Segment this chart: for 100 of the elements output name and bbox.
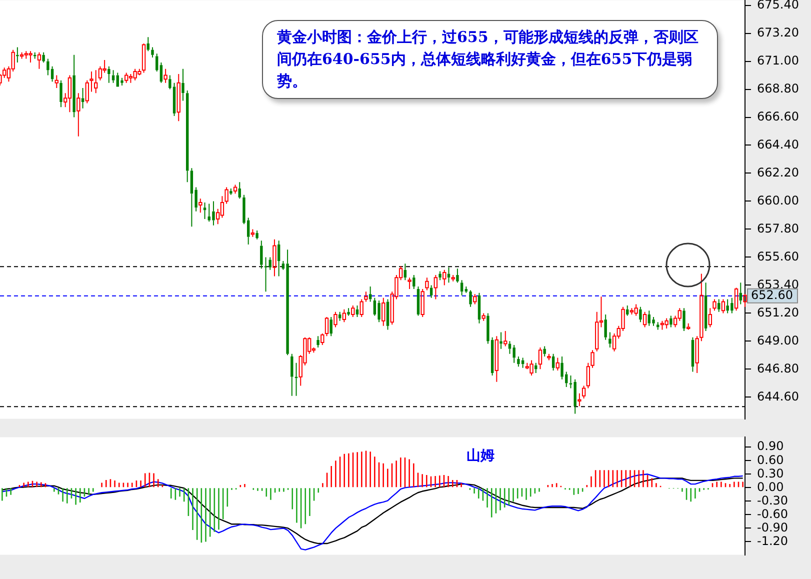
- candlestick: [626, 305, 629, 316]
- candlestick: [691, 336, 694, 372]
- candlestick: [378, 300, 380, 323]
- candlestick: [186, 90, 189, 183]
- candlestick: [595, 311, 599, 352]
- candlestick: [160, 62, 163, 84]
- candlestick: [338, 311, 342, 322]
- candlestick: [330, 316, 332, 337]
- candlestick: [739, 282, 742, 305]
- candlestick: [260, 240, 263, 270]
- y-tick-label: 0.60: [757, 452, 784, 467]
- candlestick: [164, 68, 168, 84]
- candlestick: [220, 196, 224, 218]
- candlestick: [543, 346, 546, 357]
- candlestick: [286, 249, 289, 356]
- y-tick-label: 657.80: [757, 221, 799, 236]
- candlestick: [112, 70, 115, 84]
- candlestick: [212, 200, 215, 226]
- candlestick: [268, 256, 272, 270]
- y-tick-label: 673.20: [757, 25, 799, 40]
- candlestick: [356, 305, 359, 318]
- y-tick-label: -0.30: [757, 493, 788, 508]
- annotation: 黄金小时图：金价上行，过655，可能形成短线的反弹，否则区间仍在640-655内，总体短线略利好黄金，但在655下仍是弱势。: [262, 20, 718, 99]
- candlestick: [700, 273, 704, 342]
- candlestick: [469, 290, 472, 308]
- candlestick: [108, 66, 110, 84]
- candlestick: [60, 80, 62, 108]
- candlestick: [90, 70, 94, 92]
- candlestick: [574, 378, 576, 414]
- candlestick: [386, 298, 390, 330]
- y-tick-label: 655.60: [757, 249, 799, 264]
- candlestick: [456, 268, 459, 284]
- y-tick-label: 646.80: [757, 361, 799, 376]
- candlestick: [256, 230, 258, 240]
- candlestick: [408, 277, 412, 290]
- candlestick: [382, 297, 386, 326]
- candlestick: [404, 263, 407, 281]
- candlestick: [198, 198, 202, 214]
- candlestick: [224, 186, 228, 204]
- candlestick: [412, 274, 416, 290]
- candlestick: [494, 336, 499, 382]
- y-tick-label: -0.90: [757, 520, 788, 534]
- candlestick: [81, 87, 84, 109]
- candlestick: [176, 73, 180, 122]
- candlestick: [578, 392, 582, 407]
- candlestick: [608, 332, 612, 348]
- candlestick: [151, 46, 154, 58]
- candlestick: [582, 385, 586, 399]
- candlestick: [648, 310, 651, 326]
- y-tick-label: 0.00: [757, 480, 784, 494]
- y-tick-label: -0.60: [757, 506, 788, 521]
- y-tick-label: 651.20: [757, 305, 799, 320]
- y-tick-label: 0.90: [757, 439, 784, 454]
- y-tick-label: 662.20: [757, 165, 799, 180]
- candlestick: [46, 58, 50, 76]
- candlestick: [508, 340, 512, 354]
- candlestick: [512, 344, 516, 364]
- candlestick: [316, 336, 320, 348]
- candlestick: [560, 356, 564, 380]
- candlestick: [743, 294, 747, 308]
- candlestick: [639, 306, 642, 323]
- candlestick: [652, 316, 655, 326]
- candlestick: [517, 356, 520, 368]
- candlestick: [656, 322, 660, 330]
- candlestick: [500, 332, 502, 350]
- candlestick: [68, 74, 72, 113]
- candlestick: [430, 284, 433, 298]
- candlestick: [190, 168, 194, 228]
- candlestick: [695, 336, 699, 374]
- candlestick: [416, 286, 420, 316]
- candlestick: [434, 274, 438, 300]
- candlestick: [124, 72, 128, 84]
- candlestick: [172, 82, 176, 116]
- y-tick-label: -1.20: [757, 534, 788, 548]
- candlestick: [682, 308, 686, 332]
- candlestick: [347, 308, 350, 316]
- y-tick-label: 0.30: [757, 466, 784, 480]
- candlestick: [120, 77, 124, 86]
- y-tick-label: 668.80: [757, 81, 799, 96]
- y-tick-label: 666.60: [757, 109, 799, 124]
- y-tick-label: 671.00: [757, 53, 799, 68]
- y-tick-label: 664.40: [757, 137, 799, 152]
- candlestick: [290, 353, 294, 396]
- candlestick: [94, 70, 98, 94]
- candlestick: [42, 52, 45, 64]
- y-tick-label: 660.00: [757, 193, 799, 208]
- candlestick: [504, 330, 508, 347]
- candlestick: [85, 80, 89, 104]
- candlestick: [464, 286, 468, 294]
- candlestick: [54, 74, 58, 88]
- candlestick: [718, 298, 720, 312]
- candlestick: [552, 353, 555, 371]
- candlestick: [238, 182, 241, 200]
- candlestick: [50, 66, 54, 82]
- candlestick: [460, 280, 464, 296]
- candlestick: [473, 294, 477, 305]
- candlestick: [368, 286, 372, 302]
- candlestick: [425, 277, 429, 291]
- candlestick: [230, 188, 232, 196]
- candlestick: [72, 54, 76, 118]
